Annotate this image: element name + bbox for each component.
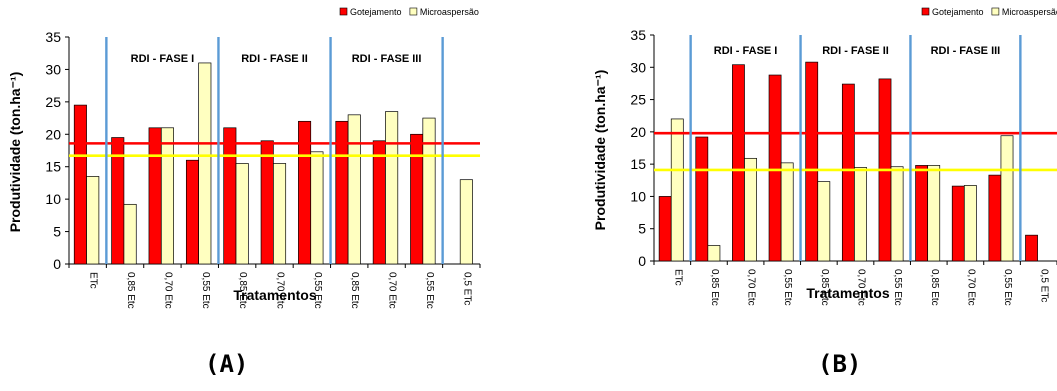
y-tick-label: 20 [45,126,61,142]
x-tick-label: 0,55 Etc [782,269,793,306]
x-tick-label: 0,70 Etc [965,269,976,306]
phase-label: RDI - FASE III [352,53,422,65]
legend-swatch [409,7,418,16]
legend-label: Microaspersão [420,7,479,17]
bar-microaspersao [927,165,941,262]
x-tick-label: 0,5 ETc [1039,269,1050,302]
y-tick-label: 25 [630,92,646,108]
x-tick-label: 0,85 Etc [929,269,940,306]
x-tick-label: 0,85 Etc [709,269,720,306]
x-tick-label: 0,5 ETc [461,272,472,305]
phase-label: RDI - FASE II [822,45,889,57]
bar-microaspersao [459,179,473,265]
y-tick-label: 0 [638,253,646,269]
y-tick-label: 30 [45,61,61,77]
panel-label-a: (A) [205,350,249,378]
bar-gotejamento [768,74,782,262]
y-tick-label: 5 [638,221,646,237]
x-tick-label: 0,85 Etc [125,272,136,309]
bar-microaspersao [273,163,287,265]
x-tick-label: 0,55 Etc [892,269,903,306]
legend-swatch [921,7,930,16]
x-tick-label: 0,55 Etc [424,272,435,309]
bar-microaspersao [385,111,399,265]
bar-microaspersao [780,162,794,262]
bar-microaspersao [347,114,361,265]
bar-microaspersao [744,157,757,262]
x-tick-label: ETc [88,272,99,289]
x-tick-label: 0,55 Etc [200,272,211,309]
bar-microaspersao [1000,135,1014,262]
y-tick-label: 15 [45,159,61,175]
x-tick-label: 0,85 Etc [349,272,360,309]
legend-swatch [991,7,1000,16]
y-tick-label: 35 [45,29,61,45]
phase-label: RDI - FASE III [931,45,1001,57]
bar-gotejamento [841,83,855,262]
x-tick-label: 0,55 Etc [1002,269,1013,306]
legend-label: Gotejamento [350,7,402,17]
y-tick-label: 30 [630,59,646,75]
bar-gotejamento [915,165,929,262]
phase-label: RDI - FASE I [131,53,195,65]
legend-swatch [339,7,348,16]
bar-gotejamento [805,61,819,262]
bar-microaspersao [160,127,174,265]
bar-microaspersao [707,245,721,262]
x-tick-label: 0,70 Etc [856,269,867,306]
x-tick-label: 0,70 Etc [746,269,757,306]
bar-gotejamento [732,64,745,262]
x-tick-label: 0,85 Etc [819,269,830,306]
phase-label: RDI - FASE I [714,45,778,57]
bar-microaspersao [963,185,977,262]
bar-microaspersao [198,62,212,265]
y-tick-label: 0 [53,256,61,272]
legend-label: Microaspersão [1002,7,1057,17]
bar-microaspersao [86,176,100,265]
legend-label: Gotejamento [932,7,984,17]
y-axis-title: Produtividade (ton.ha⁻¹) [7,72,23,233]
bar-gotejamento [695,136,709,262]
bar-microaspersao [310,151,324,265]
x-axis-title: Tratamentos [806,285,889,301]
x-axis-title: Tratamentos [233,287,316,303]
phase-label: RDI - FASE II [241,53,308,65]
x-tick-label: 0,85 Etc [237,272,248,309]
x-tick-label: 0,70 Etc [275,272,286,309]
bar-microaspersao [890,166,904,262]
bar-gotejamento [111,137,125,265]
bar-gotejamento [951,185,965,262]
y-tick-label: 5 [53,224,61,240]
bar-microaspersao [670,118,684,262]
y-axis-title: Produtividade (ton.ha⁻¹) [592,70,608,231]
y-tick-label: 10 [630,188,646,204]
y-tick-label: 35 [630,27,646,43]
y-tick-label: 10 [45,191,61,207]
bar-gotejamento [1025,234,1038,262]
x-tick-label: ETc [672,269,683,286]
panel-label-b: (B) [818,350,862,378]
bar-microaspersao [854,167,867,262]
bar-microaspersao [235,163,249,265]
x-tick-label: 0,70 Etc [162,272,173,309]
y-tick-label: 20 [630,124,646,140]
bar-microaspersao [817,181,831,262]
bar-gotejamento [658,196,672,262]
bar-microaspersao [123,203,137,265]
x-tick-label: 0,70 Etc [387,272,398,309]
y-tick-label: 15 [630,156,646,172]
bar-gotejamento [988,174,1002,262]
y-tick-label: 25 [45,94,61,110]
x-tick-label: 0,55 Etc [312,272,323,309]
